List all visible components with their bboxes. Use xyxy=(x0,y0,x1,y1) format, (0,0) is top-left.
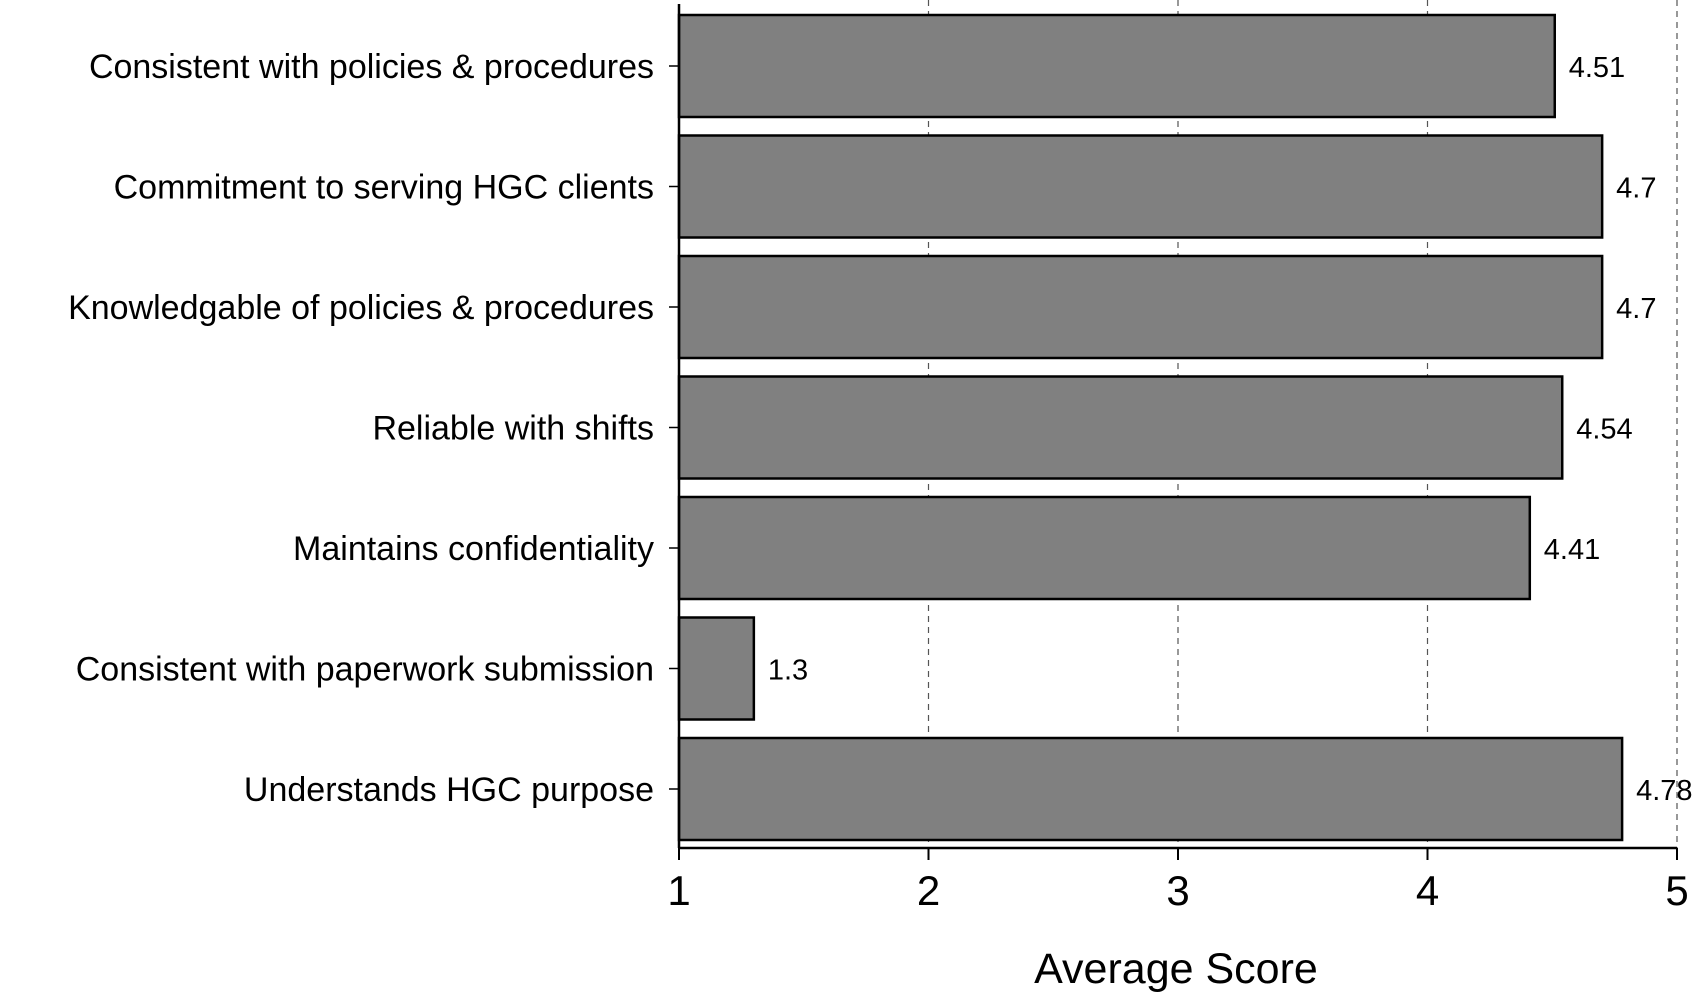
category-label-1: Consistent with policies & procedures xyxy=(89,48,654,86)
bar-5 xyxy=(677,495,1532,601)
bar-7 xyxy=(677,736,1624,842)
axes xyxy=(669,4,1678,860)
bar-6 xyxy=(677,616,756,721)
value-label-3: 4.7 xyxy=(1616,293,1656,325)
value-label-4: 4.54 xyxy=(1576,414,1632,446)
bar-4 xyxy=(677,375,1564,480)
category-label-2: Commitment to serving HGC clients xyxy=(114,169,654,207)
category-label-3: Knowledgable of policies & procedures xyxy=(68,289,654,327)
x-tick-label-4: 4 xyxy=(1416,867,1439,914)
x-tick-label-3: 3 xyxy=(1166,867,1189,914)
value-label-2: 4.7 xyxy=(1616,173,1656,205)
x-tick-label-1: 1 xyxy=(667,867,690,914)
value-label-5: 4.41 xyxy=(1544,534,1600,566)
x-tick-label-2: 2 xyxy=(917,867,940,914)
category-label-7: Understands HGC purpose xyxy=(244,771,654,809)
bars xyxy=(677,13,1624,842)
category-label-4: Reliable with shifts xyxy=(372,410,654,448)
category-label-5: Maintains confidentiality xyxy=(293,530,654,568)
x-tick-label-5: 5 xyxy=(1665,867,1688,914)
bar-1 xyxy=(677,13,1556,119)
x-axis-title: Average Score xyxy=(1034,945,1318,993)
value-label-1: 4.51 xyxy=(1569,52,1625,84)
bar-3 xyxy=(677,254,1604,360)
value-label-7: 4.78 xyxy=(1636,775,1692,807)
category-label-6: Consistent with paperwork submission xyxy=(76,651,654,689)
bar-2 xyxy=(677,134,1604,239)
labels: 4.51 Consistent with policies & procedure… xyxy=(68,48,1692,914)
value-label-6: 1.3 xyxy=(768,655,808,687)
